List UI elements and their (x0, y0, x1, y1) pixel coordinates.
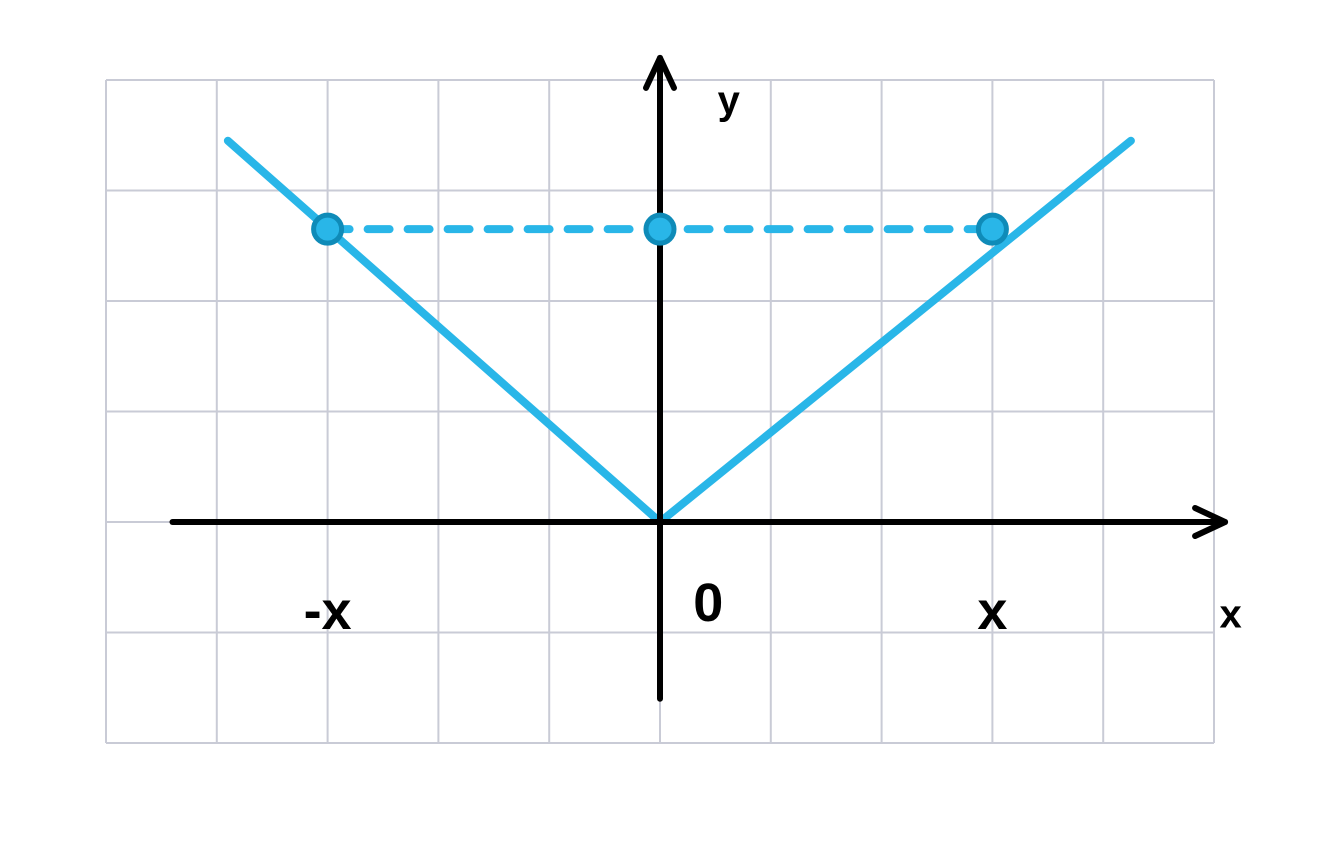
label-origin: 0 (693, 573, 723, 633)
marker-0 (314, 215, 342, 243)
label-y_label: y (718, 79, 741, 123)
label-x_label: x (1220, 592, 1242, 636)
label-pos_x: x (977, 581, 1007, 641)
label-neg_x: -x (304, 581, 352, 641)
chart-svg: 0 -x x y x (0, 0, 1320, 843)
marker-2 (978, 215, 1006, 243)
marker-1 (646, 215, 674, 243)
